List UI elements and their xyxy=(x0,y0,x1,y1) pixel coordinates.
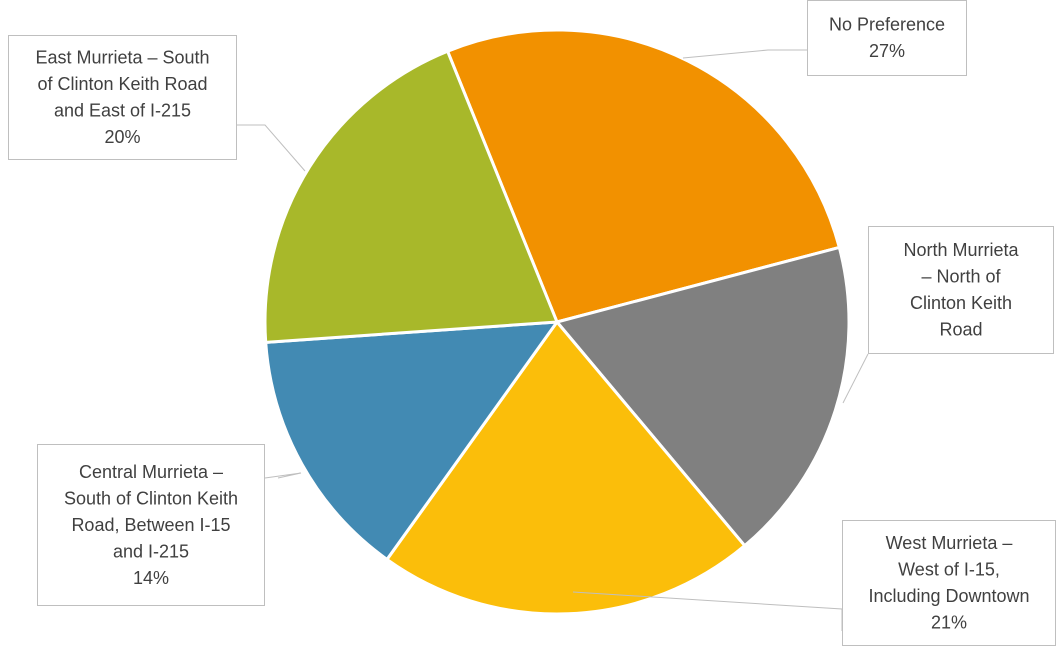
pie-slice-3 xyxy=(384,319,747,616)
callout-label-line: North Murrieta xyxy=(903,240,1019,260)
callout-1: No Preference 27% xyxy=(807,0,967,76)
leader-line-4 xyxy=(264,472,302,479)
callout-5: East Murrieta – South of Clinton Keith Ro… xyxy=(8,35,237,160)
leader-line-1 xyxy=(682,49,807,59)
leader-line-5 xyxy=(237,124,306,172)
callout-box xyxy=(8,35,237,160)
callout-label-line: and I-215 xyxy=(113,541,189,561)
data-label: 27% xyxy=(869,41,905,61)
callout-label-line: and East of I-215 xyxy=(54,101,191,121)
callout-box xyxy=(842,520,1056,646)
callout-label-line: Road xyxy=(939,320,982,340)
pie-slice-1 xyxy=(445,28,842,324)
callout-label-line: West Murrieta – xyxy=(886,533,1013,553)
pie-slice-5 xyxy=(263,49,560,344)
callout-label-line: of Clinton Keith Road xyxy=(37,74,207,94)
callout-box xyxy=(807,0,967,76)
callout-label-line: No Preference xyxy=(829,15,945,35)
callout-box xyxy=(37,444,265,606)
callout-3: West Murrieta – West of I-15, Including Do… xyxy=(842,520,1056,646)
callout-label-line: Central Murrieta – xyxy=(79,462,223,482)
pie-slice-2 xyxy=(554,245,851,548)
pie-slice-4 xyxy=(264,320,561,562)
callout-label-line: Clinton Keith xyxy=(910,293,1012,313)
callout-label-line: East Murrieta – South xyxy=(35,48,209,68)
callout-label-line: South of Clinton Keith xyxy=(64,488,238,508)
callout-label-line: West of I-15, xyxy=(898,560,1000,580)
callout-2: North Murrieta – North of Clinton Keith Roa… xyxy=(868,226,1054,354)
data-label: 20% xyxy=(104,127,140,147)
data-label: 21% xyxy=(931,613,967,633)
callout-label-line: Including Downtown xyxy=(868,586,1029,606)
callout-label-line: – North of xyxy=(921,267,1001,287)
callouts: No Preference 27% North Murrieta – North of… xyxy=(8,0,1056,646)
pie-slices xyxy=(263,28,851,616)
callout-box xyxy=(868,226,1054,354)
data-label: 14% xyxy=(133,568,169,588)
leader-line-2 xyxy=(842,353,869,404)
callout-4: Central Murrieta – South of Clinton Keith… xyxy=(37,444,265,606)
callout-label-line: Road, Between I-15 xyxy=(71,515,230,535)
